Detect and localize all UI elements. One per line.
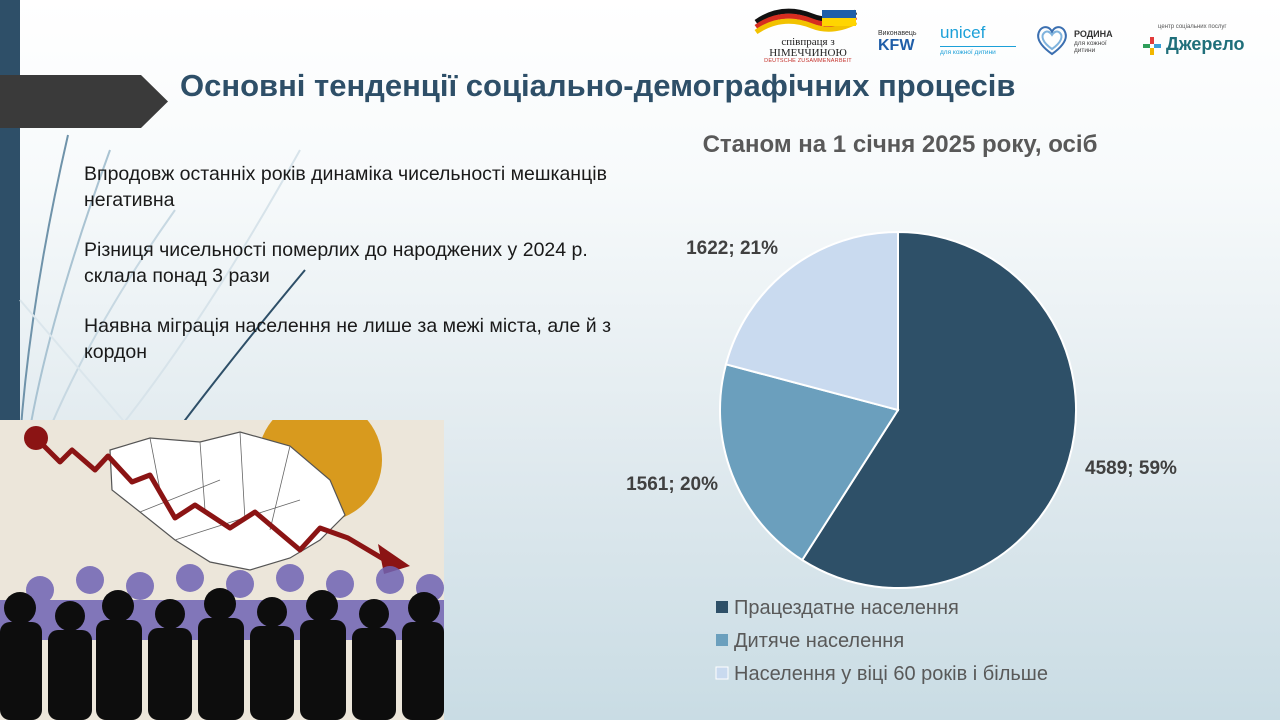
chart-title: Станом на 1 січня 2025 року, осіб [703,131,1098,158]
legend-swatch-2 [715,666,729,680]
giz-text: НІМЕЧЧИНОЮ [769,47,847,59]
bullet-item: Різниця чисельності померлих до народжен… [84,239,588,287]
population-decline-illustration [0,420,444,720]
pie-chart: Станом на 1 січня 2025 року, осіб 4589; … [626,131,1177,685]
bullet-item: Впродовж останніх років динаміка чисельн… [84,163,607,211]
slice-label-0: 4589; 59% [1085,458,1177,479]
slide-title: Основні тенденції соціально-демографічни… [180,68,1016,103]
legend-swatch-1 [716,634,728,646]
kfw-logo: Виконавець KFW [878,30,922,60]
decorative-lines [19,134,306,440]
star-icon [1143,37,1161,55]
bullet-item: Наявна міграція населення не лише за меж… [84,315,612,363]
flags-swoosh-icon [754,8,858,35]
chart-legend: Працездатне населення Дитяче населення Н… [715,597,1048,685]
legend-label-0: Працездатне населення [734,597,959,619]
pie-slice-1 [719,363,900,562]
slice-label-2: 1622; 21% [686,238,778,259]
rodyna-sub: для кожної дитини [1074,40,1107,54]
pie-slice-2 [724,230,899,412]
kfw-main: KFW [878,37,915,54]
slice-label-1: 1561; 20% [626,474,718,495]
unicef-main: unicef [940,23,986,42]
partner-logos: співпраця з НІМЕЧЧИНОЮ DEUTSCHE ZUSAMMEN… [752,6,1272,66]
giz-logo: співпраця з НІМЕЧЧИНОЮ DEUTSCHE ZUSAMMEN… [752,6,862,64]
legend-label-1: Дитяче населення [734,630,904,652]
pie-labels: 4589; 59% 1561; 20% 1622; 21% [626,238,1177,495]
pie-slice-0 [800,230,1077,589]
giz-subtext: DEUTSCHE ZUSAMMENARBEIT [764,58,852,64]
legend-label-2: Населення у віці 60 років і більше [734,663,1048,685]
legend-swatch-0 [716,601,728,613]
giz-text: співпраця з [781,36,835,48]
unicef-sub: для кожної дитини [940,46,1016,56]
title-arrow-banner [0,75,168,128]
rodyna-logo: РОДИНА для кожної дитини [1034,22,1134,62]
heart-icon [1037,26,1067,56]
bullet-list: Впродовж останніх років динаміка чисельн… [84,161,614,389]
dzherelo-main: Джерело [1166,34,1245,54]
kfw-sub: Виконавець [878,30,917,37]
dzherelo-logo: центр соціальних послуг Джерело [1142,22,1272,62]
dzherelo-sub: центр соціальних послуг [1158,24,1227,30]
pie-slices [719,230,1077,589]
unicef-logo: unicef для кожної дитини [940,24,1016,64]
rodyna-main: РОДИНА [1074,29,1113,39]
